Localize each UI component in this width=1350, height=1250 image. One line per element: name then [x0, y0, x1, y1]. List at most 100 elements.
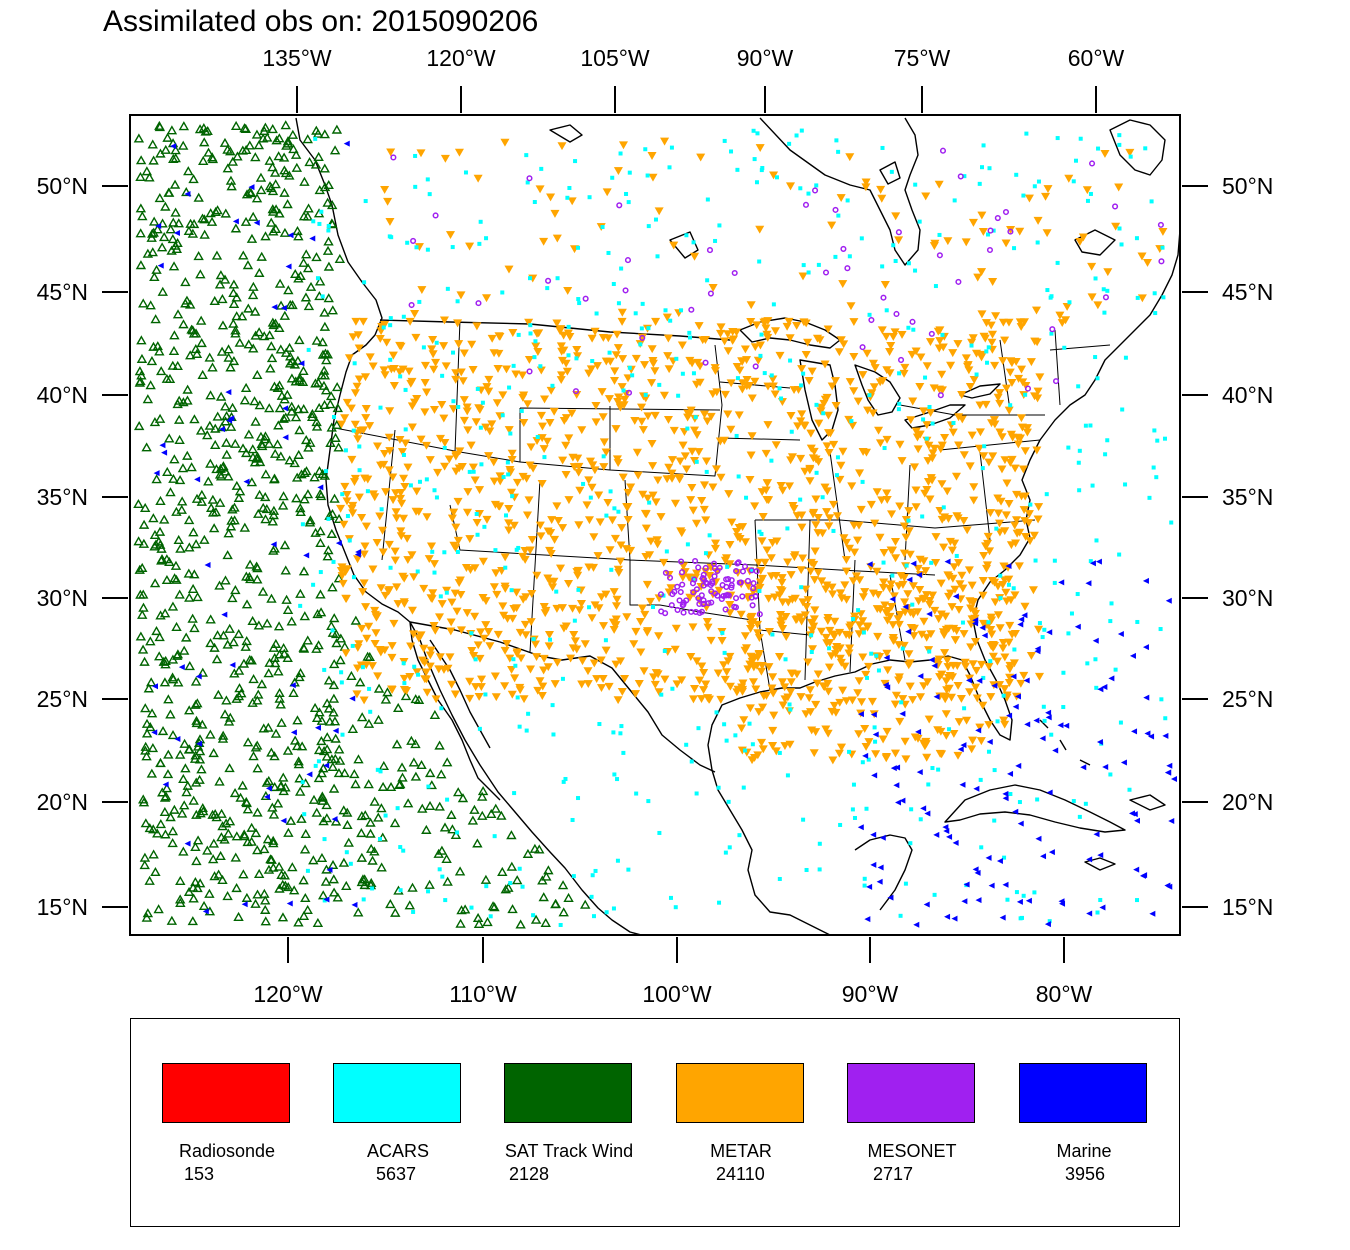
- marine-marker: [1074, 623, 1081, 630]
- marine-marker: [1171, 776, 1178, 783]
- metar-marker: [883, 606, 893, 615]
- sat-wind-marker: [284, 455, 295, 465]
- sat-wind-marker: [369, 796, 380, 806]
- sat-wind-marker: [209, 295, 220, 306]
- metar-marker: [956, 695, 966, 703]
- sat-wind-marker: [250, 898, 261, 908]
- acars-marker: [1153, 311, 1158, 316]
- sat-wind-marker: [146, 355, 158, 366]
- metar-marker: [566, 654, 576, 663]
- acars-marker: [869, 651, 874, 656]
- acars-marker: [981, 143, 986, 148]
- metar-marker: [944, 673, 954, 682]
- acars-marker: [514, 547, 519, 552]
- sat-wind-marker: [530, 914, 542, 924]
- metar-marker: [720, 390, 730, 399]
- sat-wind-marker: [256, 185, 267, 195]
- mesonet-marker: [909, 318, 916, 325]
- sat-wind-marker: [135, 228, 146, 238]
- sat-wind-marker: [216, 808, 227, 818]
- metar-marker: [936, 579, 946, 588]
- lat-label: 15°N: [37, 894, 88, 920]
- acars-marker: [1021, 893, 1026, 898]
- acars-marker: [647, 500, 652, 505]
- sat-wind-marker: [338, 805, 349, 815]
- metar-marker: [568, 453, 578, 462]
- metar-marker: [801, 585, 811, 594]
- sat-wind-marker: [254, 400, 266, 410]
- acars-marker: [343, 448, 348, 453]
- metar-marker: [997, 465, 1007, 474]
- metar-marker: [979, 551, 989, 560]
- mesonet-marker: [987, 227, 994, 234]
- metar-marker: [763, 421, 773, 430]
- sat-wind-marker: [273, 420, 284, 430]
- mesonet-marker: [676, 597, 683, 604]
- metar-marker: [337, 572, 347, 580]
- acars-marker: [979, 845, 984, 850]
- metar-marker: [845, 644, 855, 653]
- metar-marker: [471, 683, 481, 692]
- metar-marker: [850, 548, 860, 557]
- metar-marker: [786, 669, 796, 678]
- acars-marker: [597, 722, 602, 727]
- metar-marker: [811, 700, 821, 709]
- metar-marker: [485, 642, 495, 651]
- sat-wind-marker: [268, 505, 280, 515]
- acars-marker: [626, 867, 631, 872]
- acars-marker: [643, 147, 648, 152]
- acars-marker: [865, 675, 870, 680]
- metar-marker: [643, 494, 653, 503]
- sat-wind-marker: [197, 369, 208, 379]
- sat-wind-marker: [394, 779, 405, 790]
- sat-wind-marker: [308, 794, 320, 804]
- bottom-lon-label: 110°W: [449, 981, 517, 1007]
- lat-label: 15°N: [1222, 894, 1273, 920]
- mesonet-marker: [728, 582, 735, 589]
- metar-marker: [728, 337, 738, 345]
- metar-marker: [470, 612, 480, 621]
- metar-marker: [454, 340, 464, 349]
- sat-wind-marker: [239, 395, 251, 405]
- sat-wind-marker: [207, 362, 218, 372]
- sat-wind-marker: [204, 888, 215, 898]
- sat-wind-marker: [298, 365, 309, 375]
- metar-marker: [407, 551, 417, 560]
- acars-marker: [679, 308, 684, 313]
- metar-marker: [536, 532, 546, 541]
- mesonet-marker: [868, 316, 875, 324]
- metar-marker: [823, 411, 833, 420]
- metar-marker: [466, 441, 476, 450]
- metar-marker: [851, 572, 861, 581]
- metar-marker: [632, 448, 642, 457]
- sat-wind-marker: [219, 709, 231, 719]
- sat-wind-marker: [217, 320, 229, 330]
- acars-marker: [607, 350, 612, 355]
- sat-wind-marker: [209, 871, 220, 881]
- metar-marker: [359, 579, 369, 588]
- metar-marker: [952, 512, 962, 521]
- mesonet-marker: [750, 580, 757, 587]
- acars-marker: [1014, 890, 1019, 895]
- metar-marker: [841, 567, 851, 576]
- sat-wind-marker: [327, 859, 339, 870]
- metar-marker: [586, 365, 596, 374]
- sat-wind-marker: [257, 586, 269, 596]
- metar-marker: [879, 578, 889, 587]
- sat-wind-marker: [286, 373, 298, 383]
- metar-marker: [435, 653, 445, 662]
- metar-marker: [384, 540, 394, 549]
- sat-wind-marker: [151, 625, 162, 636]
- metar-marker: [968, 660, 978, 669]
- metar-marker: [954, 559, 964, 567]
- acars-marker: [519, 408, 524, 413]
- acars-marker: [906, 518, 911, 523]
- acars-marker: [440, 874, 445, 879]
- metar-marker: [370, 640, 380, 648]
- acars-marker: [624, 191, 629, 196]
- metar-marker: [562, 367, 572, 376]
- acars-marker: [506, 472, 511, 477]
- sat-wind-marker: [293, 231, 304, 241]
- sat-wind-marker: [295, 588, 306, 598]
- metar-marker: [753, 629, 763, 638]
